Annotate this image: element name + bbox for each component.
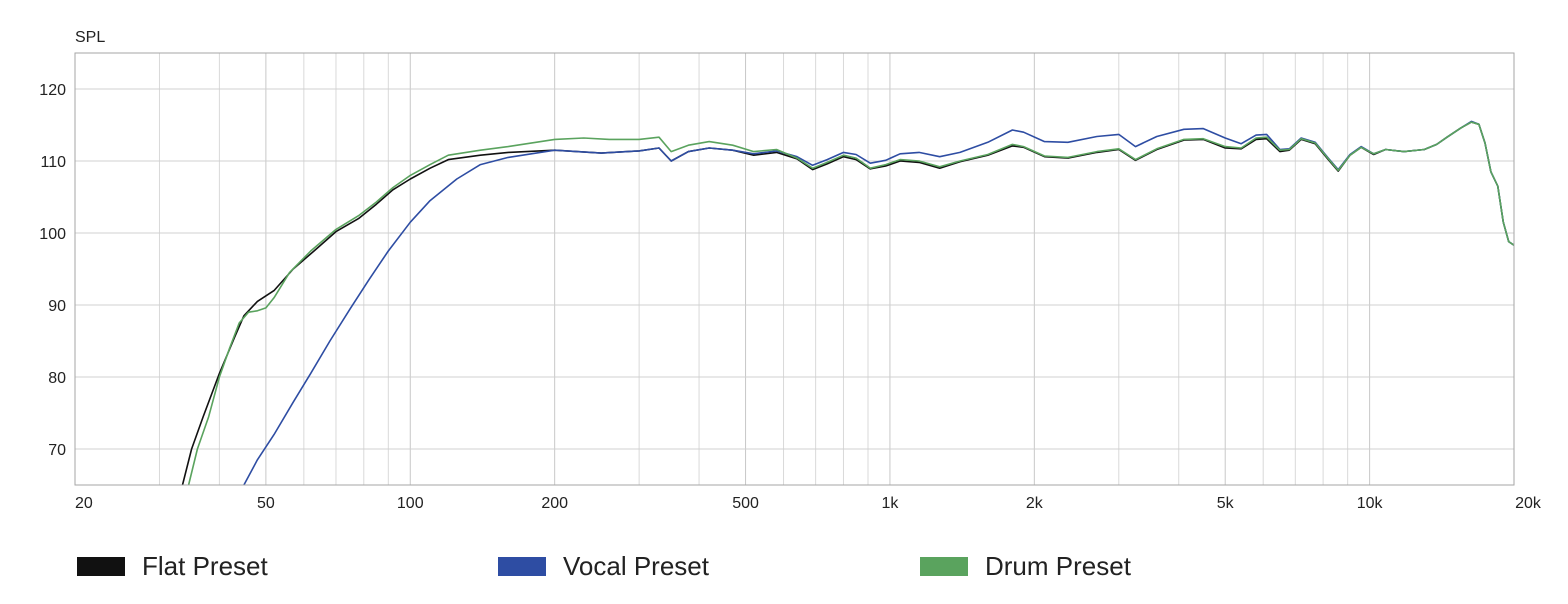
- x-tick-label: 20k: [1515, 495, 1542, 512]
- legend-item-vocal: Vocal Preset: [498, 548, 709, 584]
- legend-item-drum: Drum Preset: [920, 548, 1131, 584]
- legend-swatch-flat: [77, 556, 125, 576]
- x-tick-label: 2k: [1026, 495, 1044, 512]
- series-layer: [181, 120, 1514, 485]
- x-tick-label: 1k: [881, 495, 899, 512]
- legend-label-flat: Flat Preset: [142, 550, 268, 581]
- y-tick-label: 80: [48, 370, 66, 387]
- x-tick-label: 20: [75, 495, 93, 512]
- y-tick-label: 120: [39, 82, 66, 99]
- y-axis-ticks: 70 80 90 100 110 120: [39, 82, 66, 459]
- legend-item-flat: Flat Preset: [77, 548, 268, 584]
- legend-swatch-vocal: [498, 556, 546, 576]
- y-tick-label: 90: [48, 298, 66, 315]
- series-line-drum: [187, 121, 1514, 485]
- y-tick-label: 100: [39, 226, 66, 243]
- y-tick-label: 70: [48, 442, 66, 459]
- legend-label-drum: Drum Preset: [985, 550, 1131, 581]
- legend-label-vocal: Vocal Preset: [563, 550, 709, 581]
- x-tick-label: 100: [397, 495, 424, 512]
- legend: Flat Preset Vocal Preset Drum Preset: [0, 548, 1568, 584]
- x-tick-label: 10k: [1357, 495, 1384, 512]
- y-axis-title: SPL: [75, 29, 105, 46]
- plot-background: [75, 53, 1514, 485]
- x-axis-ticks: 20 50 100 200 500 1k 2k 5k 10k 20k: [75, 495, 1542, 512]
- x-tick-label: 50: [257, 495, 275, 512]
- x-tick-label: 200: [541, 495, 568, 512]
- grid-lines: [74, 53, 1515, 485]
- x-tick-label: 5k: [1217, 495, 1235, 512]
- x-tick-label: 500: [732, 495, 759, 512]
- plot-border: [74, 52, 1515, 486]
- y-tick-label: 110: [40, 154, 66, 171]
- legend-swatch-drum: [920, 556, 968, 576]
